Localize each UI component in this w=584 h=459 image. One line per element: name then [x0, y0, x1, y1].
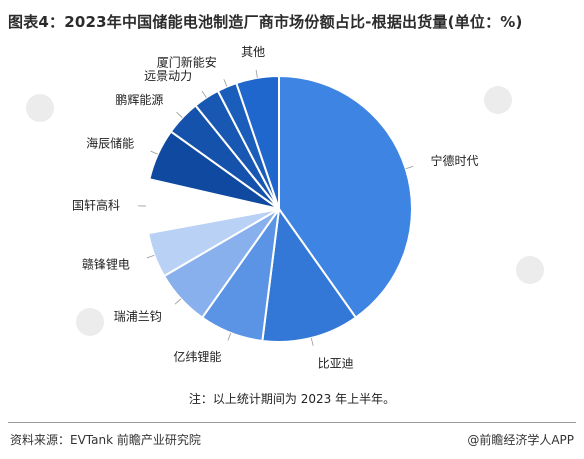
watermark-logo-1	[26, 94, 54, 122]
slice-label-2: 比亚迪	[318, 356, 354, 370]
slice-label-6: 国轩高科	[72, 198, 120, 213]
leader-line-2	[310, 337, 314, 346]
pie-slice-1	[278, 74, 413, 319]
leader-lines	[138, 69, 414, 346]
slice-label-9: 远景动力	[144, 69, 192, 83]
pie-slices	[145, 74, 413, 343]
slice-label-4: 瑞浦兰钧	[114, 309, 162, 323]
pie-slice-2	[261, 206, 358, 343]
watermarks	[26, 86, 544, 336]
watermark-logo-4	[76, 308, 104, 336]
footer-divider	[8, 422, 576, 423]
chart-title: 图表4：2023年中国储能电池制造厂商市场份额占比-根据出货量(单位：%)	[8, 13, 523, 31]
slice-label-11: 其他	[241, 45, 265, 59]
slice-label-1: 宁德时代	[431, 153, 479, 168]
slice-label-10: 厦门新能安	[157, 55, 217, 70]
leader-line-4	[174, 298, 182, 305]
watermark-logo-2	[484, 86, 512, 114]
brand-text: @前瞻经济学人APP	[467, 433, 574, 447]
pie-slice-11	[235, 74, 280, 210]
slice-label-7: 海辰储能	[86, 136, 134, 151]
leader-line-10	[223, 79, 228, 87]
leader-line-9	[201, 90, 207, 98]
slice-label-5: 赣锋锂电	[82, 256, 130, 271]
leader-line-11	[255, 69, 258, 78]
leader-line-1	[405, 165, 414, 170]
slice-label-8: 鹏辉能源	[115, 93, 163, 107]
source-text: 资料来源：EVTank 前瞻产业研究院	[10, 433, 201, 447]
watermark-logo-3	[516, 256, 544, 284]
leader-line-7	[150, 150, 158, 155]
slice-label-3: 亿纬锂能	[173, 349, 221, 364]
leader-line-8	[176, 111, 183, 118]
leader-line-5	[146, 254, 155, 259]
chart-note: 注：以上统计期间为 2023 年上半年。	[188, 392, 396, 406]
leader-line-3	[227, 332, 232, 341]
